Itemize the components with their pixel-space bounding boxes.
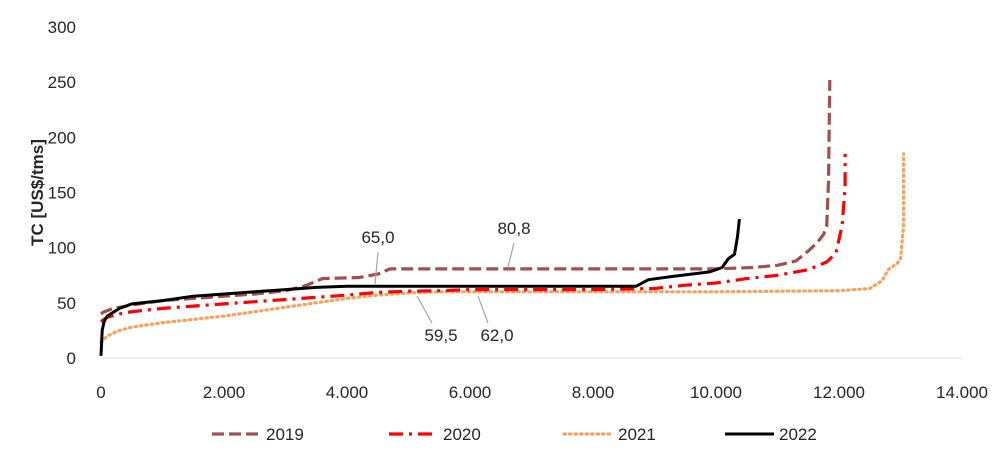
legend-label-2020: 2020 bbox=[443, 425, 481, 444]
y-tick-label: 0 bbox=[67, 349, 76, 368]
series-layer bbox=[99, 79, 906, 356]
annotation-label: 59,5 bbox=[424, 326, 457, 345]
y-tick-label: 150 bbox=[48, 184, 76, 203]
y-tick-label: 100 bbox=[48, 239, 76, 258]
legend-label-2021: 2021 bbox=[618, 425, 656, 444]
y-tick-label: 250 bbox=[48, 73, 76, 92]
y-tick-label: 200 bbox=[48, 128, 76, 147]
annotation-label: 62,0 bbox=[480, 326, 513, 345]
x-tick-label: 4.000 bbox=[326, 383, 369, 402]
annotation-label: 65,0 bbox=[361, 228, 394, 247]
x-tick-label: 10.000 bbox=[690, 383, 742, 402]
annotation-layer: 80,8 65,0 59,5 62,0 bbox=[361, 219, 530, 345]
series-line-2022 bbox=[99, 218, 741, 356]
x-tick-label: 8.000 bbox=[572, 383, 615, 402]
annotation-leader-line bbox=[374, 251, 379, 285]
series-line-2020 bbox=[100, 153, 847, 323]
x-tick-label: 0 bbox=[96, 383, 105, 402]
x-tick-label: 2.000 bbox=[203, 383, 246, 402]
legend-label-2022: 2022 bbox=[779, 425, 817, 444]
legend: 2019 2020 2021 2022 bbox=[212, 425, 817, 444]
y-axis-ticks: 0 50 100 150 200 250 300 bbox=[48, 18, 76, 368]
annotation-label: 80,8 bbox=[497, 219, 530, 238]
x-axis-ticks: 0 2.000 4.000 6.000 8.000 10.000 12.000 14.000 bbox=[96, 383, 988, 402]
annotation-leader-line bbox=[416, 295, 433, 324]
y-axis-label: TC [US$/tms] bbox=[28, 139, 47, 246]
x-tick-label: 6.000 bbox=[449, 383, 492, 402]
series-line-2019 bbox=[100, 79, 832, 316]
y-tick-label: 300 bbox=[48, 18, 76, 37]
x-tick-label: 14.000 bbox=[936, 383, 988, 402]
series-line-2021 bbox=[99, 152, 906, 345]
y-tick-label: 50 bbox=[57, 294, 76, 313]
legend-label-2019: 2019 bbox=[266, 425, 304, 444]
annotation-leader-line bbox=[507, 242, 515, 268]
x-tick-label: 12.000 bbox=[813, 383, 865, 402]
annotation-leader-line bbox=[477, 295, 489, 324]
